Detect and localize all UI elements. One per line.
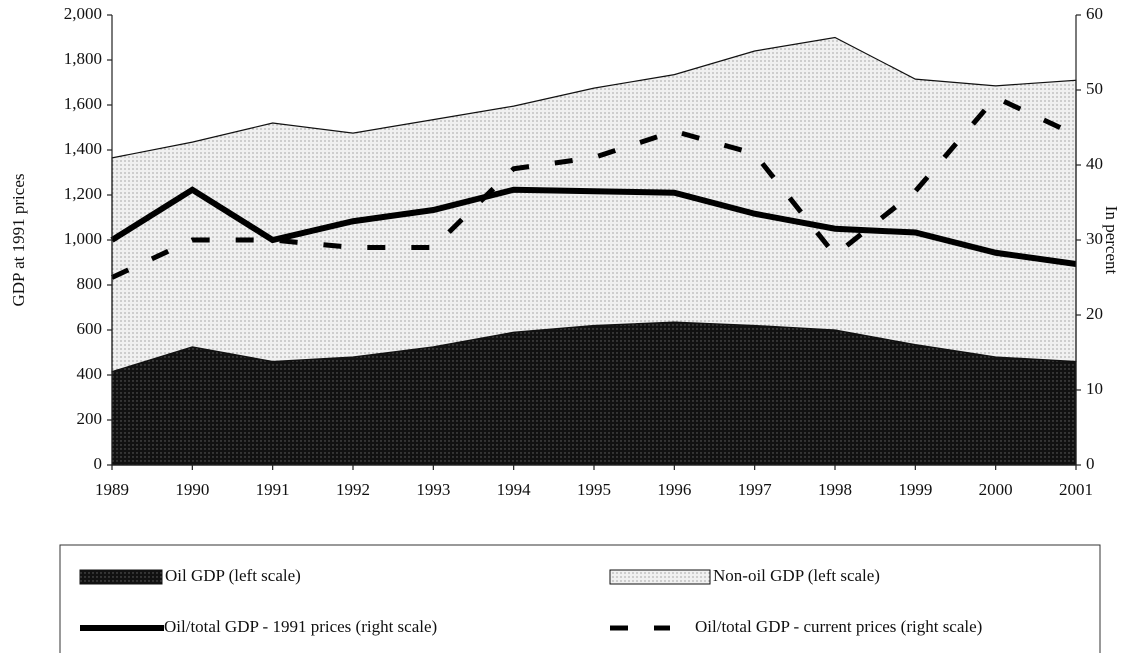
legend-label: Non-oil GDP (left scale)	[713, 566, 880, 585]
legend-swatch	[609, 569, 711, 585]
y-tick-label: 200	[77, 409, 103, 428]
y2-tick-label: 50	[1086, 79, 1103, 98]
x-tick-label: 1991	[256, 480, 290, 499]
legend-label: Oil/total GDP - current prices (right sc…	[695, 617, 982, 636]
y-tick-label: 1,400	[64, 139, 102, 158]
y2-tick-label: 0	[1086, 454, 1095, 473]
y2-tick-label: 10	[1086, 379, 1103, 398]
y2-tick-label: 20	[1086, 304, 1103, 323]
y2-tick-label: 60	[1086, 4, 1103, 23]
y2-tick-label: 40	[1086, 154, 1103, 173]
x-tick-label: 1995	[577, 480, 611, 499]
x-tick-label: 1993	[416, 480, 450, 499]
x-tick-label: 1989	[95, 480, 129, 499]
y-tick-label: 2,000	[64, 4, 102, 23]
legend-swatch	[79, 569, 163, 585]
y-tick-label: 1,200	[64, 184, 102, 203]
legend-label: Oil GDP (left scale)	[165, 566, 301, 585]
x-tick-label: 1997	[738, 480, 773, 499]
x-tick-label: 2000	[979, 480, 1013, 499]
x-tick-label: 1998	[818, 480, 852, 499]
x-tick-label: 1992	[336, 480, 370, 499]
x-tick-label: 1994	[497, 480, 532, 499]
y-axis-label: GDP at 1991 prices	[9, 174, 28, 307]
x-tick-label: 1999	[898, 480, 932, 499]
y-tick-label: 400	[77, 364, 103, 383]
y-tick-label: 1,600	[64, 94, 102, 113]
y2-axis-label: In percent	[1102, 206, 1121, 275]
y-tick-label: 800	[77, 274, 103, 293]
line	[110, 186, 1077, 267]
x-tick-label: 1990	[175, 480, 209, 499]
x-tick-label: 1996	[657, 480, 691, 499]
y-tick-label: 600	[77, 319, 103, 338]
x-tick-label: 2001	[1059, 480, 1093, 499]
y-tick-label: 1,800	[64, 49, 102, 68]
legend-box	[59, 544, 1101, 653]
area	[111, 36, 1077, 373]
y-tick-label: 1,000	[64, 229, 102, 248]
y2-tick-label: 30	[1086, 229, 1103, 248]
y-tick-label: 0	[94, 454, 103, 473]
legend-label: Oil/total GDP - 1991 prices (right scale…	[164, 617, 437, 636]
